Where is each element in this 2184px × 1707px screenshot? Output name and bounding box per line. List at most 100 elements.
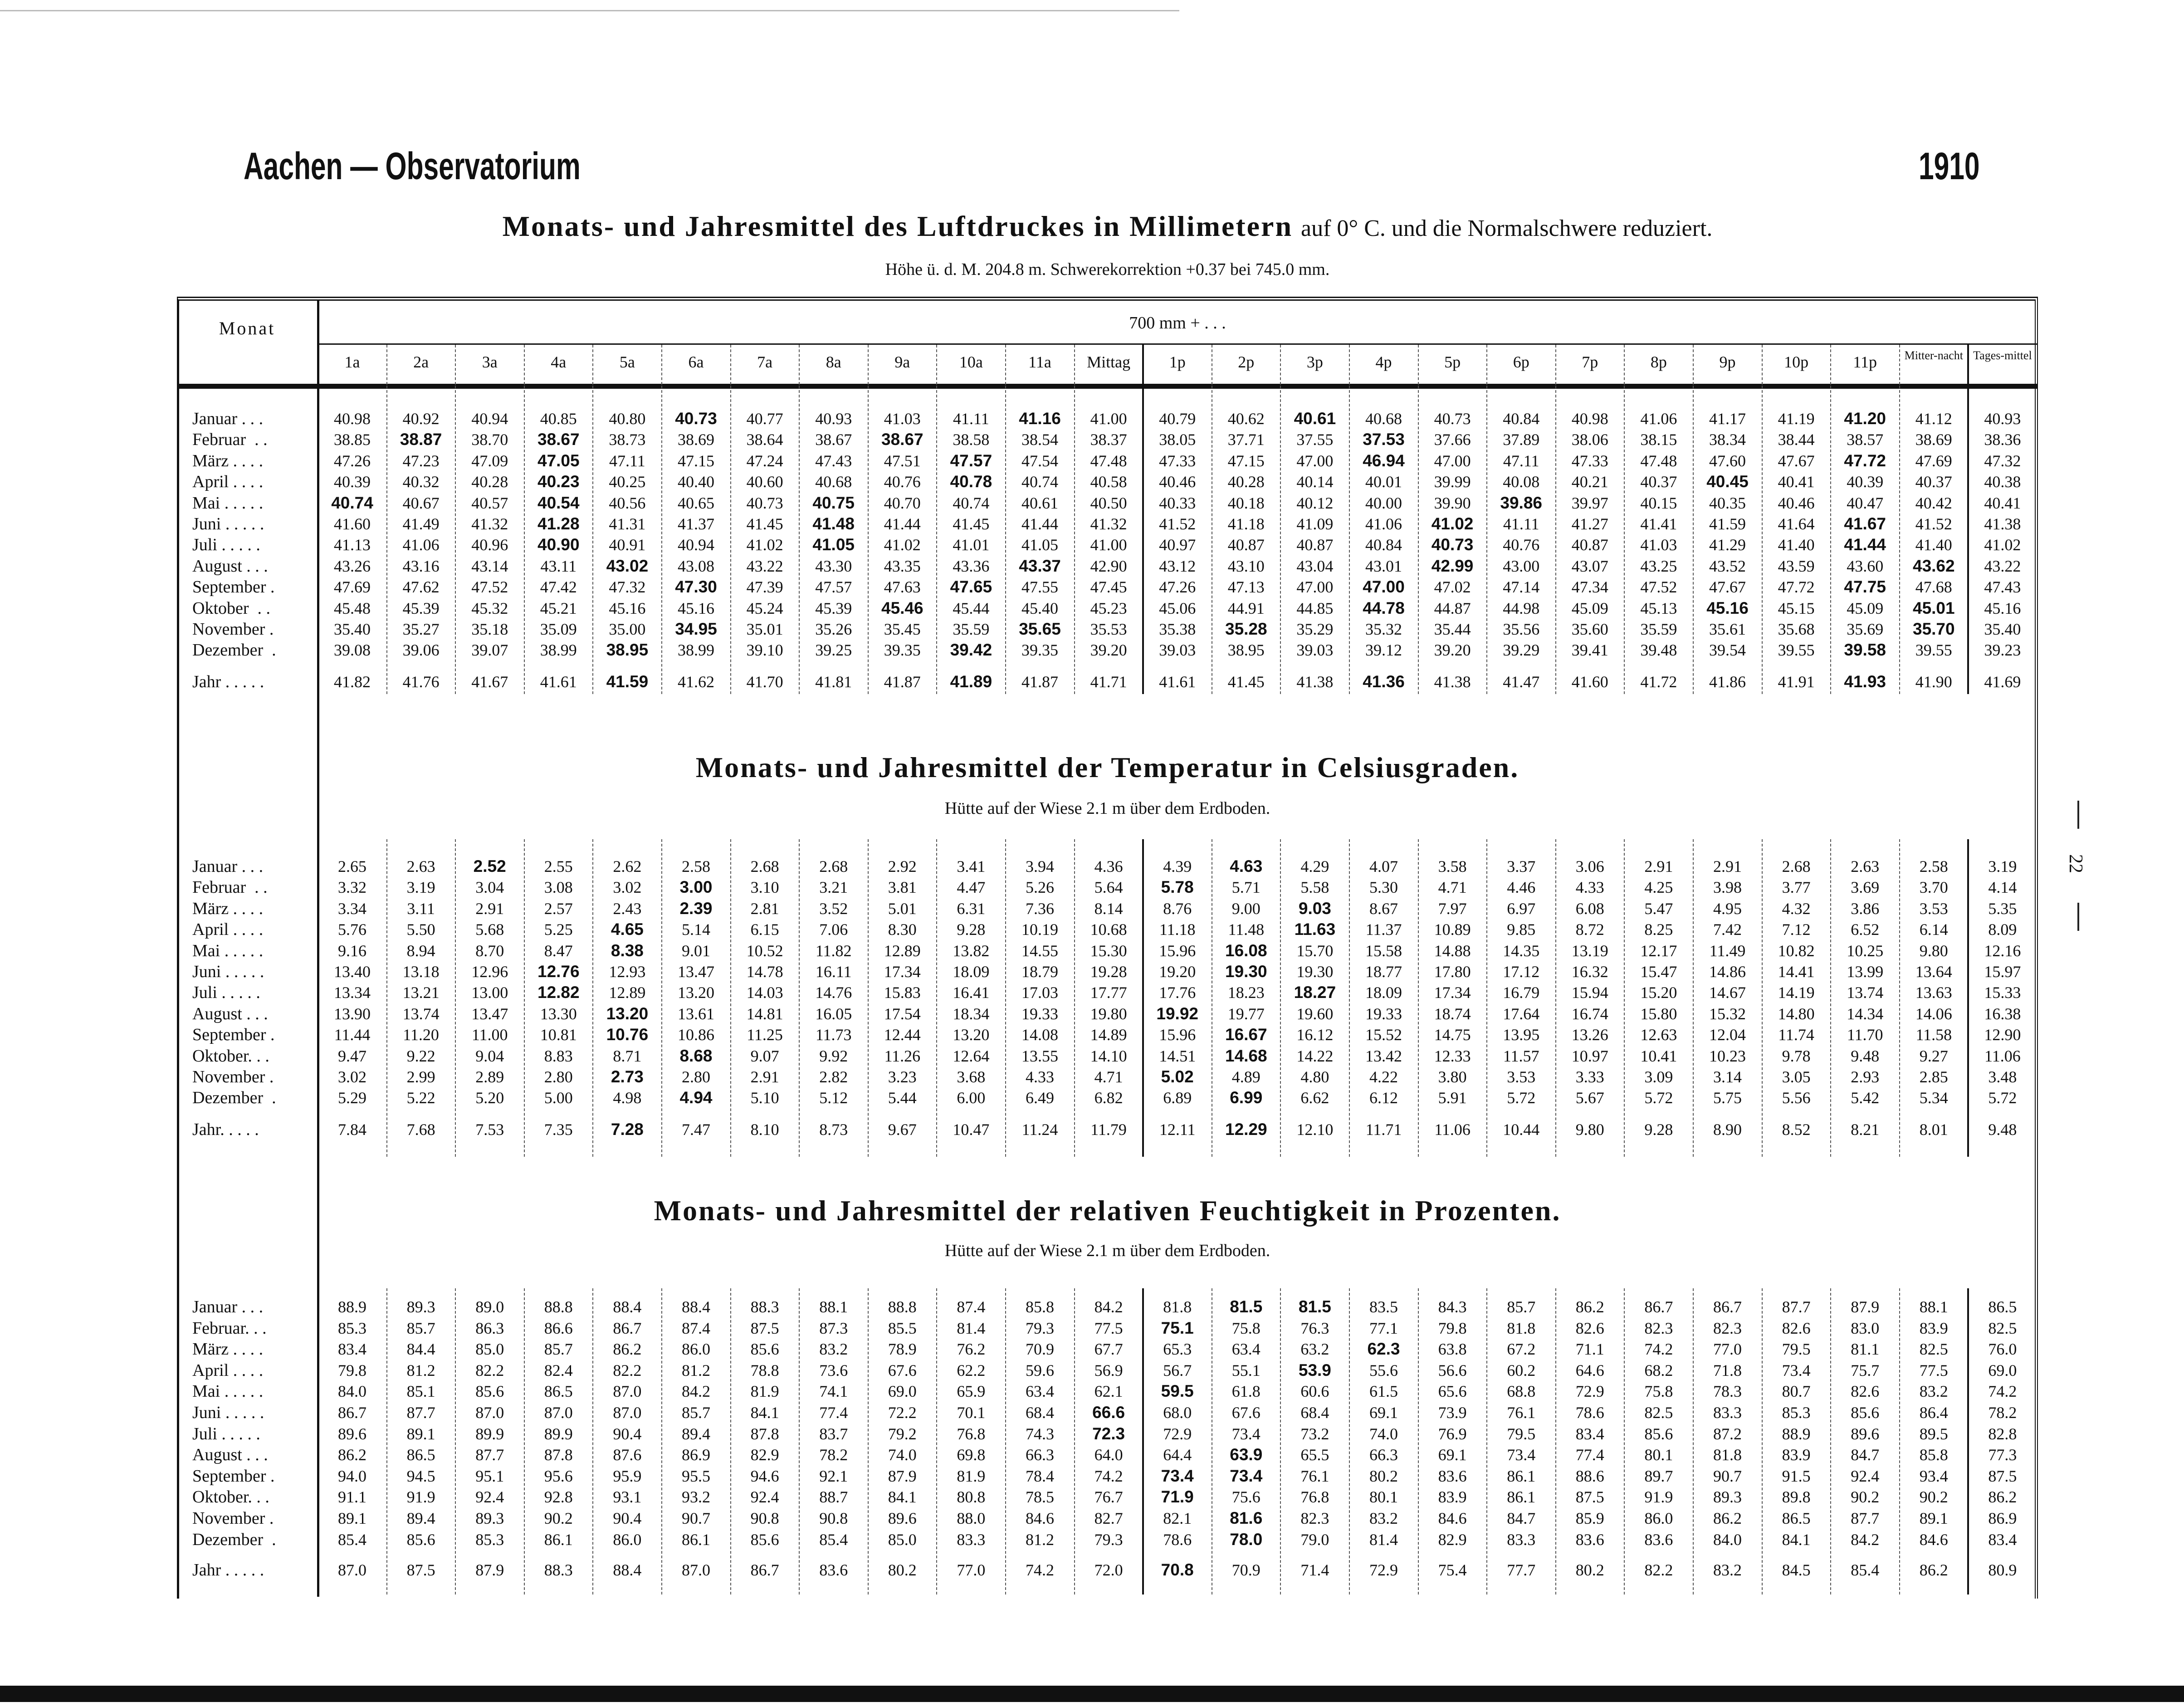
table-cell: 85.3: [338, 1319, 366, 1337]
column-rule: [1761, 839, 1763, 1157]
table-cell: 9.22: [406, 1047, 435, 1065]
table-cell: 9.01: [682, 941, 710, 960]
table-cell: 10.52: [746, 941, 783, 960]
table-cell: 13.82: [953, 941, 990, 960]
table-cell: 5.14: [682, 920, 710, 939]
table-cell: 5.30: [1369, 878, 1398, 897]
table-cell: 13.95: [1503, 1026, 1540, 1044]
table-cell: 87.7: [406, 1404, 435, 1422]
table-cell: 47.11: [609, 451, 645, 470]
column-rule: [455, 386, 456, 694]
table-cell: 40.33: [1159, 494, 1196, 512]
table-cell: 70.1: [957, 1404, 986, 1422]
table-cell: 39.25: [815, 641, 852, 660]
table-cell: 39.54: [1709, 641, 1746, 660]
table-cell: 75.4: [1438, 1561, 1467, 1579]
table-cell: 6.62: [1300, 1089, 1329, 1107]
table-cell: 12.04: [1709, 1026, 1746, 1044]
table-cell: 41.60: [1571, 673, 1608, 691]
table-cell: 40.28: [1227, 473, 1265, 491]
table-cell: 17.54: [884, 1004, 921, 1023]
table-cell: 41.19: [1778, 410, 1815, 428]
month-label: Februar. . .: [192, 1318, 267, 1338]
table-cell: 56.9: [1094, 1361, 1123, 1379]
table-cell: 38.57: [1847, 430, 1884, 449]
table-cell: 86.2: [613, 1340, 642, 1359]
table-cell: 87.0: [613, 1404, 642, 1422]
month-label: August . . .: [192, 1445, 268, 1465]
table-cell: 85.4: [1851, 1561, 1880, 1579]
table-cell: 87.6: [613, 1446, 642, 1464]
table-cell: 35.44: [1434, 620, 1471, 638]
table-cell: 73.4: [1230, 1466, 1263, 1485]
table-cell: 5.47: [1644, 899, 1673, 918]
table-cell: 14.03: [746, 983, 783, 1002]
table-cell: 41.52: [1159, 515, 1196, 533]
table-cell: 86.1: [1507, 1467, 1536, 1485]
table-cell: 39.90: [1434, 494, 1471, 512]
month-label: Juli . . . . .: [192, 1424, 260, 1443]
table-cell: 11.37: [1365, 920, 1402, 939]
table-cell: 94.5: [406, 1467, 435, 1485]
column-rule: [730, 386, 731, 694]
table-cell: 13.63: [1915, 983, 1952, 1002]
table-cell: 47.63: [884, 578, 921, 597]
table-cell: 47.00: [1434, 451, 1471, 470]
table-cell: 85.6: [1851, 1404, 1880, 1422]
table-cell: 5.68: [475, 920, 504, 939]
table-cell: 90.8: [750, 1509, 779, 1527]
table-cell: 6.82: [1094, 1089, 1123, 1107]
hour-label: 7a: [757, 353, 773, 371]
pressure-title-rest: auf 0° C. und die Normalschwere reduzier…: [1301, 215, 1713, 241]
month-label: Februar . .: [192, 430, 268, 450]
month-label: Dezember .: [192, 1088, 276, 1108]
table-cell: 40.84: [1503, 410, 1540, 428]
table-cell: 73.2: [1300, 1424, 1329, 1443]
table-cell: 2.80: [682, 1068, 710, 1086]
table-cell: 12.82: [537, 983, 580, 1002]
table-cell: 14.80: [1778, 1004, 1815, 1023]
table-cell: 76.8: [957, 1424, 986, 1443]
table-cell: 86.1: [544, 1530, 573, 1549]
column-rule: [867, 839, 869, 1157]
table-cell: 8.94: [406, 941, 435, 960]
table-cell: 41.38: [1434, 673, 1471, 691]
table-cell: 9.04: [475, 1047, 504, 1065]
table-cell: 85.4: [819, 1530, 848, 1549]
table-cell: 56.7: [1163, 1361, 1192, 1379]
table-cell: 45.23: [1090, 599, 1127, 617]
table-cell: 83.9: [1438, 1488, 1467, 1506]
table-cell: 10.23: [1709, 1047, 1746, 1065]
table-cell: 41.67: [1844, 514, 1886, 533]
table-cell: 40.67: [402, 494, 440, 512]
humidity-table-title: Monats- und Jahresmittel der relativen F…: [177, 1194, 2038, 1228]
table-cell: 47.24: [746, 451, 783, 470]
table-cell: 47.68: [1915, 578, 1952, 597]
column-rule: [386, 386, 387, 694]
table-cell: 41.03: [1640, 536, 1677, 554]
month-label: März . . . .: [192, 1340, 264, 1359]
table-cell: 41.00: [1090, 536, 1127, 554]
table-cell: 7.97: [1438, 899, 1467, 918]
table-cell: 8.10: [750, 1120, 779, 1139]
table-cell: 82.5: [1644, 1404, 1673, 1422]
table-cell: 18.27: [1294, 983, 1336, 1002]
table-cell: 13.74: [1847, 983, 1884, 1002]
table-cell: 14.68: [1225, 1046, 1267, 1065]
table-cell: 43.10: [1227, 557, 1265, 575]
table-cell: 45.06: [1159, 599, 1196, 617]
table-cell: 5.34: [1919, 1089, 1948, 1107]
table-cell: 92.1: [819, 1467, 848, 1485]
table-cell: 87.5: [406, 1561, 435, 1579]
hour-label: 6a: [688, 353, 704, 371]
table-cell: 40.58: [1090, 473, 1127, 491]
table-cell: 2.63: [406, 857, 435, 876]
table-cell: 17.34: [884, 963, 921, 981]
pressure-table-title: Monats- und Jahresmittel des Luftdruckes…: [177, 210, 2038, 243]
table-cell: 39.10: [746, 641, 783, 660]
table-cell: 3.68: [957, 1068, 986, 1086]
column-rule: [455, 1288, 456, 1595]
table-cell: 55.6: [1369, 1361, 1398, 1379]
table-cell: 81.4: [957, 1319, 986, 1337]
table-cell: 2.58: [1919, 857, 1948, 876]
